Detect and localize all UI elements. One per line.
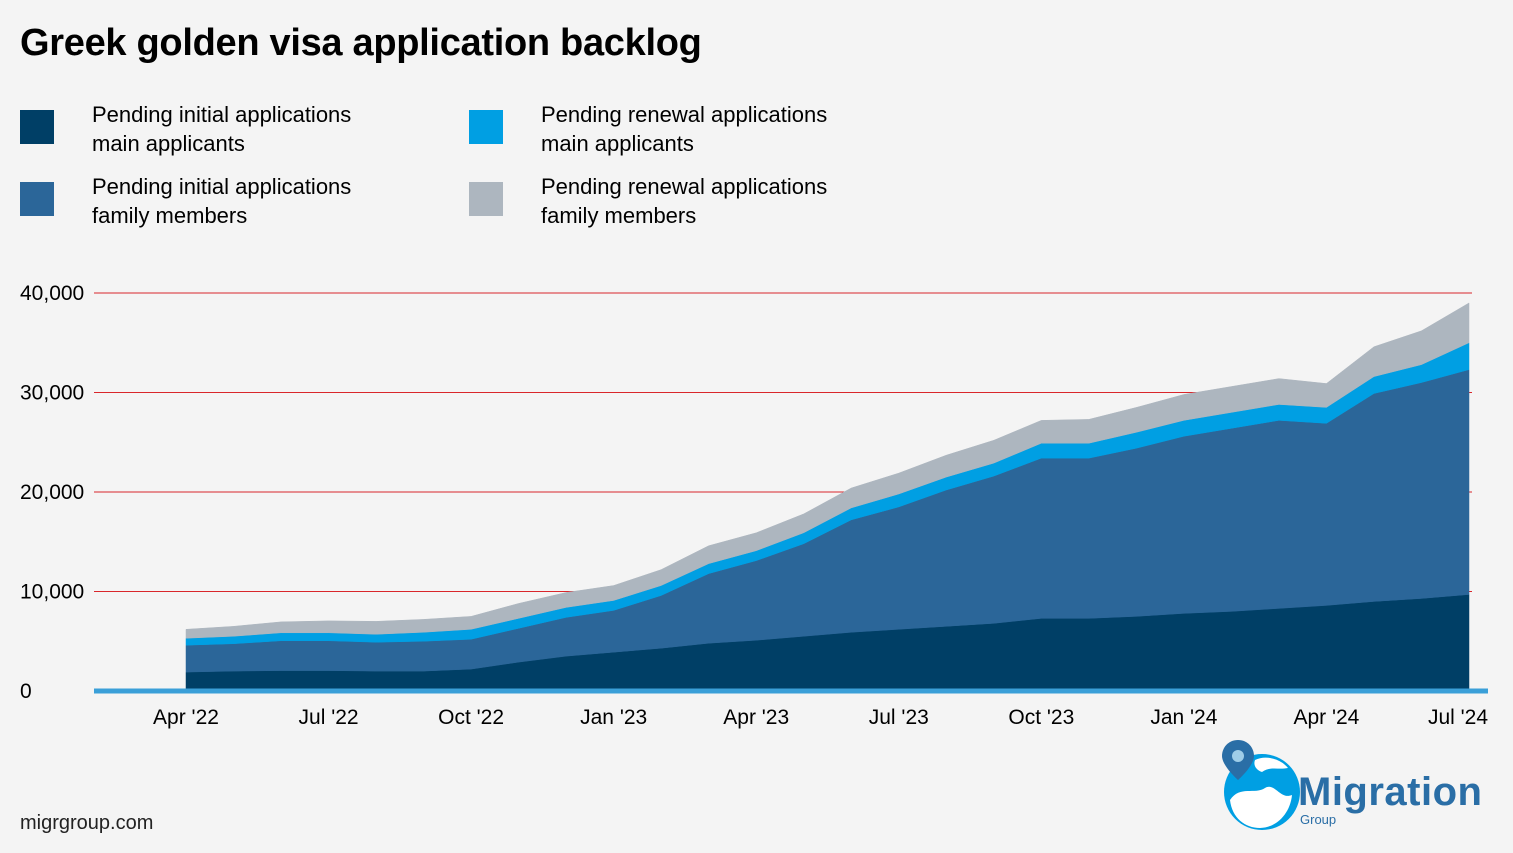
legend-label: Pending initial applications main applic… xyxy=(92,102,352,156)
legend-item-renewal-family: Pending renewal applications family memb… xyxy=(469,172,827,230)
legend-item-renewal-main: Pending renewal applications main applic… xyxy=(469,100,827,158)
y-tick-label: 10,000 xyxy=(20,581,84,604)
y-tick-label: 40,000 xyxy=(20,282,84,305)
legend-swatch xyxy=(20,182,54,216)
globe-pin-icon xyxy=(1222,740,1300,830)
x-tick-label: Jul '24 xyxy=(1428,706,1488,729)
x-tick-label: Apr '22 xyxy=(153,706,219,729)
area-series-3 xyxy=(185,302,1470,639)
migration-group-logo: Migration Group xyxy=(1220,740,1500,835)
x-tick-label: Jul '23 xyxy=(869,706,929,729)
logo-subtitle: Group xyxy=(1300,812,1337,827)
x-tick-label: Apr '24 xyxy=(1293,706,1359,729)
y-tick-label: 20,000 xyxy=(20,481,84,504)
chart-legend: Pending initial applications main applic… xyxy=(20,100,920,240)
x-tick-label: Apr '23 xyxy=(723,706,789,729)
source-url: migrgroup.com xyxy=(20,812,154,834)
legend-swatch xyxy=(469,182,503,216)
x-tick-label: Jul '22 xyxy=(299,706,359,729)
y-tick-label: 0 xyxy=(20,680,32,703)
x-tick-label: Oct '22 xyxy=(438,706,504,729)
x-tick-label: Jan '24 xyxy=(1150,706,1217,729)
y-tick-label: 30,000 xyxy=(20,382,84,405)
legend-label: Pending renewal applications family memb… xyxy=(541,174,828,228)
legend-item-initial-main: Pending initial applications main applic… xyxy=(20,100,351,158)
legend-label: Pending initial applications family memb… xyxy=(92,174,352,228)
legend-item-initial-family: Pending initial applications family memb… xyxy=(20,172,351,230)
legend-swatch xyxy=(20,110,54,144)
legend-label: Pending renewal applications main applic… xyxy=(541,102,828,156)
legend-swatch xyxy=(469,110,503,144)
chart-title: Greek golden visa application backlog xyxy=(20,22,702,64)
x-tick-label: Jan '23 xyxy=(580,706,647,729)
x-tick-label: Oct '23 xyxy=(1008,706,1074,729)
logo-wordmark: Migration xyxy=(1298,770,1483,814)
